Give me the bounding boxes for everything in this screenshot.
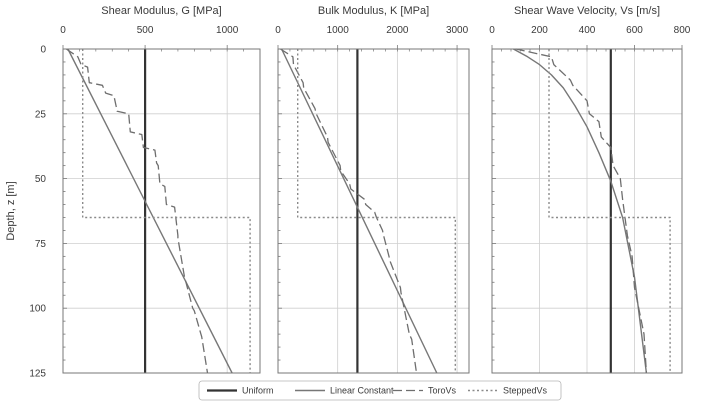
legend-entry: Uniform [242,386,274,396]
x-tick-label: 600 [626,25,643,36]
panel-title: Shear Wave Velocity, Vs [m/s] [514,5,660,17]
x-tick-label: 1000 [327,25,350,36]
series-steppedvs [81,49,251,373]
x-tick-label: 400 [579,25,596,36]
series-linear-constant [67,48,233,374]
series-linear-constant [280,48,438,374]
y-tick-label: 50 [35,174,47,185]
x-tick-label: 0 [489,25,495,36]
panel-title: Bulk Modulus, K [MPa] [318,5,429,17]
legend-entry: ToroVs [428,386,457,396]
series-torovs [280,48,418,374]
x-tick-label: 2000 [386,25,409,36]
x-tick-label: 1000 [216,25,239,36]
y-tick-label: 0 [40,45,46,56]
legend: Uniform Linear Constant ToroVs SteppedVs [198,380,562,401]
y-tick-label: 75 [35,239,47,250]
y-tick-label: 125 [29,369,46,380]
x-tick-label: 200 [531,25,548,36]
panel-title: Shear Modulus, G [MPa] [101,5,221,17]
panel-2: Bulk Modulus, K [MPa] 0 1000 2000 3000 [275,5,470,374]
panel-1: Shear Modulus, G [MPa] 0 500 1000 0 25 50 75 100… [29,5,261,380]
plot-frame [277,48,470,374]
x-tick-label: 0 [60,25,66,36]
x-tick-label: 500 [137,25,154,36]
y-tick-label: 25 [35,109,47,120]
y-tick-label: 100 [29,304,46,315]
x-tick-label: 3000 [446,25,469,36]
plot-frame [62,48,261,374]
x-tick-label: 0 [275,25,281,36]
legend-box [198,380,562,401]
series-steppedvs [297,49,456,373]
legend-entry: SteppedVs [503,386,548,396]
series-torovs [515,48,648,374]
y-axis-label: Depth, z [m] [5,181,17,240]
plot-frame [491,48,683,374]
legend-entry: Linear Constant [330,386,394,396]
series-steppedvs [548,49,671,373]
series-torovs [65,48,209,374]
panel-3: Shear Wave Velocity, Vs [m/s] 0 200 400 600 8… [489,5,691,374]
series-linear-constant [513,48,648,374]
x-tick-label: 800 [674,25,691,36]
